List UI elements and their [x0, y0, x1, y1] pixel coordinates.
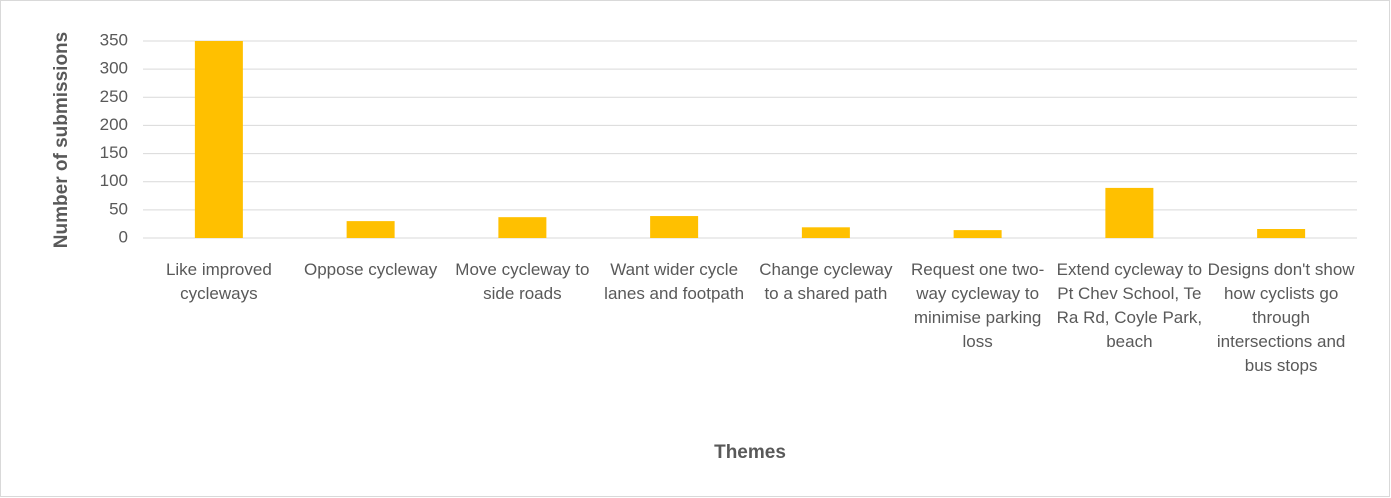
y-tick-label: 250 [100, 87, 128, 106]
bar [346, 221, 395, 238]
x-tick-label: Change cycleway to a shared path [759, 260, 893, 303]
bar [953, 230, 1002, 238]
y-axis-title: Number of submissions [51, 32, 72, 248]
bar [801, 227, 850, 238]
x-tick-label: Extend cycleway to Pt Chev School, Te Ra… [1056, 260, 1203, 351]
bar [1257, 228, 1306, 238]
y-tick-label: 0 [119, 227, 128, 246]
bar [650, 216, 699, 238]
y-tick-label: 200 [100, 115, 128, 134]
y-tick-label: 300 [100, 59, 128, 78]
y-tick-label: 100 [100, 171, 128, 190]
y-tick-label: 150 [100, 143, 128, 162]
x-tick-label: Designs don't show how cyclists go throu… [1207, 260, 1355, 375]
x-tick-label: Request one two-way cycleway to minimise… [911, 260, 1045, 351]
x-tick-label: Oppose cycleway [304, 260, 438, 279]
y-tick-label: 50 [109, 199, 128, 218]
bar [194, 41, 243, 238]
x-axis-title: Themes [714, 442, 786, 463]
bar [498, 217, 547, 238]
bar [1105, 187, 1154, 238]
x-tick-label: Like improved cycleways [165, 260, 272, 303]
x-tick-label: Want wider cycle lanes and footpath [604, 260, 745, 303]
y-tick-label: 350 [100, 30, 128, 49]
x-tick-label: Move cycleway to side roads [455, 260, 590, 303]
